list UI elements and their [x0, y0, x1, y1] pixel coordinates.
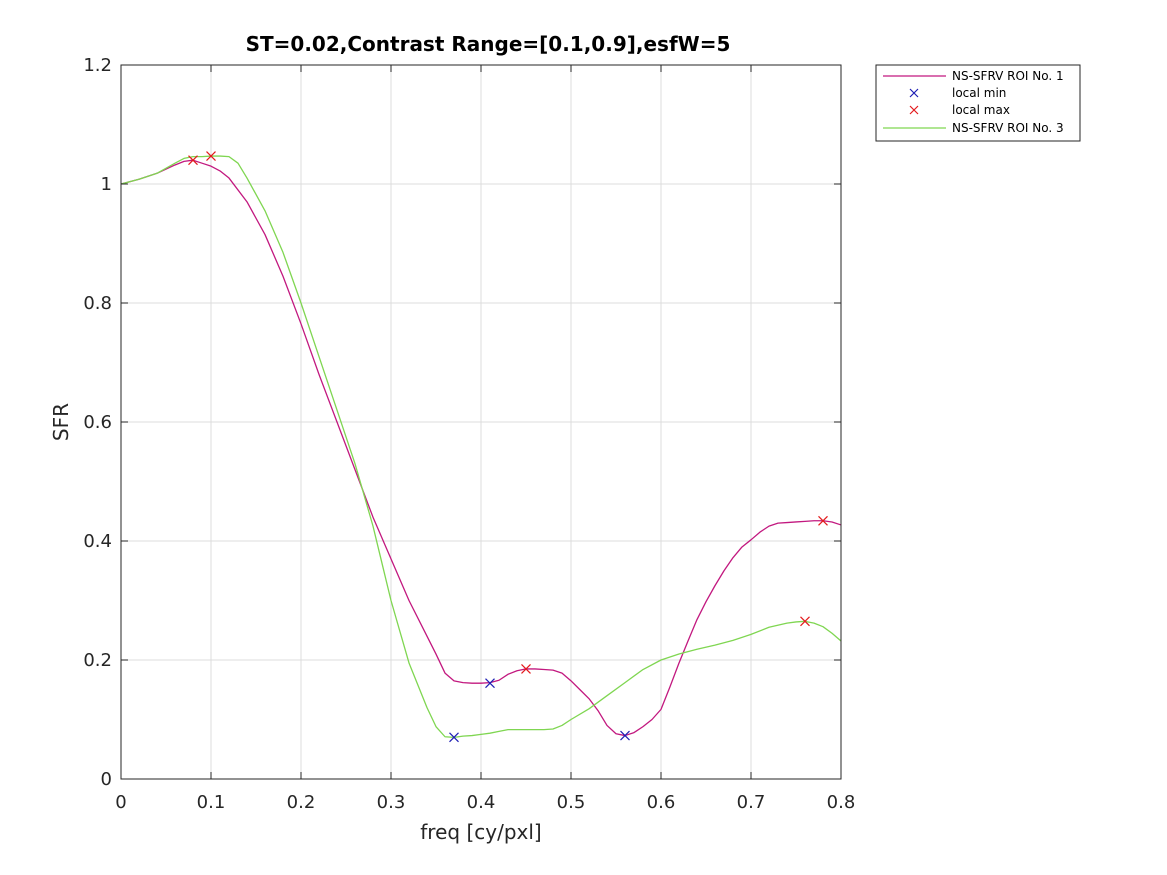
local-min-marker [485, 678, 495, 689]
local-max-marker [800, 616, 810, 627]
x-tick-label: 0.6 [647, 792, 676, 813]
local-max-marker [818, 515, 828, 526]
y-tick-label: 0 [101, 769, 112, 790]
chart-title: ST=0.02,Contrast Range=[0.1,0.9],esfW=5 [246, 32, 731, 56]
x-axis-label: freq [cy/pxl] [420, 820, 541, 844]
tick-labels: 0 0.1 0.2 0.3 0.4 0.5 0.6 0.7 0.8 0 0.2 0.4 0.6 0.8 1 1… [83, 55, 855, 813]
ticks [120, 64, 842, 780]
series-layer [120, 155, 842, 738]
x-tick-label: 0.7 [737, 792, 766, 813]
y-tick-label: 1.2 [83, 55, 112, 76]
legend-entry-local-min: local min [952, 86, 1006, 100]
legend-entry-local-max: local max [952, 103, 1010, 117]
legend-entry-roi-1: NS-SFRV ROI No. 1 [952, 69, 1064, 83]
local-min-marker [620, 730, 630, 741]
x-tick-label: 0 [115, 792, 126, 813]
local-max-marker [188, 155, 198, 166]
marker-layer [188, 151, 828, 743]
local-max-marker [206, 151, 216, 161]
y-tick-label: 0.8 [83, 293, 112, 314]
legend-swatch-local-min [909, 88, 919, 98]
series-roi-1-line [120, 159, 842, 737]
x-tick-label: 0.8 [827, 792, 856, 813]
local-max-marker [521, 664, 531, 674]
legend: NS-SFRV ROI No. 1 local min local max NS… [875, 64, 1081, 142]
x-tick-label: 0.5 [557, 792, 586, 813]
y-tick-label: 0.2 [83, 650, 112, 671]
series-roi-3-line [120, 155, 842, 738]
x-tick-label: 0.1 [197, 792, 226, 813]
y-axis-label: SFR [49, 403, 73, 441]
legend-swatch-local-max [909, 105, 919, 115]
y-tick-label: 0.6 [83, 412, 112, 433]
x-tick-label: 0.3 [377, 792, 406, 813]
local-min-marker [449, 732, 459, 743]
x-tick-label: 0.4 [467, 792, 496, 813]
legend-entry-roi-3: NS-SFRV ROI No. 3 [952, 121, 1064, 135]
x-tick-label: 0.2 [287, 792, 316, 813]
y-tick-label: 0.4 [83, 531, 112, 552]
y-tick-label: 1 [101, 174, 112, 195]
